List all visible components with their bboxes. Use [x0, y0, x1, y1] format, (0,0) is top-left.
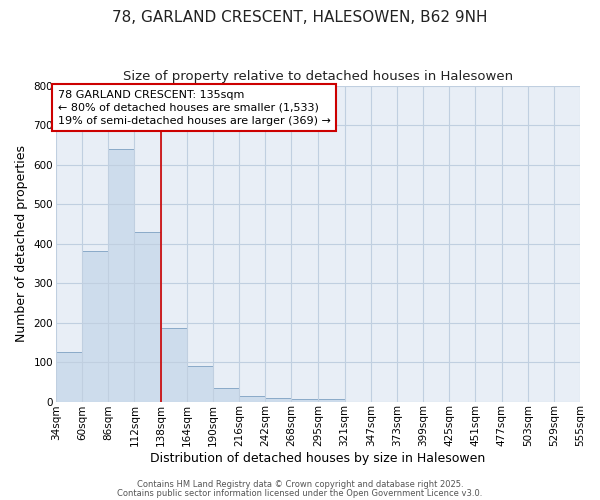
Text: Contains HM Land Registry data © Crown copyright and database right 2025.: Contains HM Land Registry data © Crown c…	[137, 480, 463, 489]
Bar	[134, 232, 161, 402]
Bar	[292, 399, 319, 402]
X-axis label: Distribution of detached houses by size in Halesowen: Distribution of detached houses by size …	[151, 452, 485, 465]
Text: 78 GARLAND CRESCENT: 135sqm
← 80% of detached houses are smaller (1,533)
19% of : 78 GARLAND CRESCENT: 135sqm ← 80% of det…	[58, 90, 331, 126]
Text: Contains public sector information licensed under the Open Government Licence v3: Contains public sector information licen…	[118, 488, 482, 498]
Bar	[108, 149, 134, 402]
Bar	[161, 328, 187, 402]
Bar	[239, 396, 265, 402]
Bar	[82, 252, 108, 402]
Title: Size of property relative to detached houses in Halesowen: Size of property relative to detached ho…	[123, 70, 513, 83]
Y-axis label: Number of detached properties: Number of detached properties	[15, 145, 28, 342]
Text: 78, GARLAND CRESCENT, HALESOWEN, B62 9NH: 78, GARLAND CRESCENT, HALESOWEN, B62 9NH	[112, 10, 488, 25]
Bar	[319, 399, 344, 402]
Bar	[213, 388, 239, 402]
Bar	[187, 366, 213, 402]
Bar	[265, 398, 292, 402]
Bar	[56, 352, 82, 402]
